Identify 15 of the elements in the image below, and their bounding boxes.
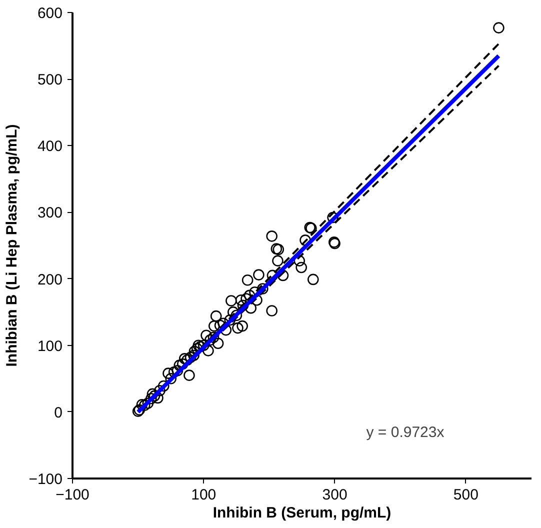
y-tick-label: 300	[37, 204, 63, 222]
y-tick-label: 100	[37, 338, 63, 355]
x-tick-label: 500	[453, 486, 478, 504]
x-tick-label: −100	[56, 486, 90, 504]
x-axis-title: Inhibin B (Serum, pg/mL)	[212, 504, 392, 522]
y-tick-label: 200	[37, 271, 63, 288]
y-tick-label: 500	[37, 72, 63, 89]
y-tick-label: 0	[54, 404, 62, 422]
y-axis-title: Inhibian B (Li Hep Plasma, pg/mL)	[4, 124, 21, 367]
y-tick-label: 400	[37, 138, 63, 156]
annotation: y = 0.9723x	[366, 424, 445, 442]
y-tick-label: −100	[28, 471, 63, 488]
x-tick-label: 100	[191, 486, 216, 504]
y-tick-label: 600	[37, 5, 63, 22]
x-tick-label: 300	[322, 486, 348, 504]
